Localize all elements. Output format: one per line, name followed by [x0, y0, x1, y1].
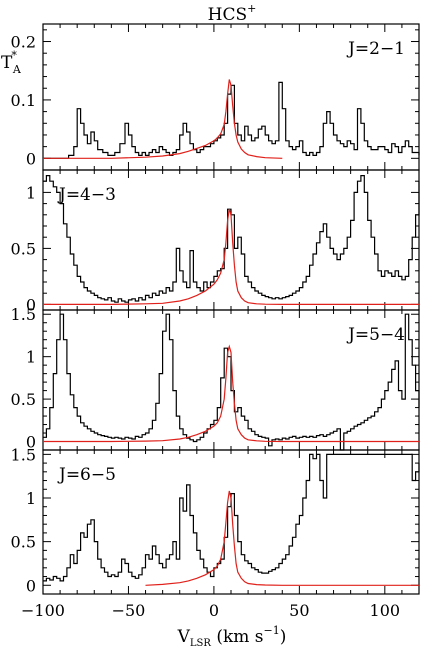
y-axis-label: T* A: [1, 49, 22, 76]
y-tick-label: 1: [26, 489, 36, 508]
model-spectrum: [43, 344, 419, 443]
y-tick-label: 0.5: [11, 390, 36, 409]
x-tick-label: −100: [21, 601, 65, 620]
y-tick-label: 1: [26, 183, 36, 202]
x-axis-label: VLSR (km s−1): [177, 624, 287, 648]
y-tick-label: 0: [26, 433, 36, 452]
y-tick-label: 0.5: [11, 533, 36, 552]
x-tick-label: 0: [209, 601, 219, 620]
panel-4: 0 0.5 1 1.5 −100 −50 0 50 100 J=6−5: [11, 445, 420, 620]
panel-2: 0 0.5 1 J=4−3: [11, 169, 420, 314]
panel-3: 0 0.5 1 1.5 J=5−4: [11, 305, 420, 452]
y-tick-label: 0: [26, 149, 36, 168]
y-tick-label: 0: [26, 576, 36, 595]
model-spectrum: [43, 79, 283, 159]
transition-label: J=5−4: [346, 325, 405, 345]
model-spectrum: [145, 490, 419, 586]
observed-spectrum: [43, 81, 420, 159]
observed-spectrum: [43, 313, 420, 451]
model-spectrum: [43, 209, 419, 305]
y-tick-label: 1.5: [11, 305, 36, 324]
observed-spectrum: [43, 453, 420, 582]
transition-label: J=2−1: [346, 39, 405, 59]
x-tick-label: 50: [289, 601, 309, 620]
y-tick-label: 0.5: [11, 239, 36, 258]
figure-title: HCS+: [208, 2, 257, 25]
transition-label: J=4−3: [57, 185, 116, 205]
x-tick-label: −50: [112, 601, 146, 620]
panels: 0 0.1 0.2 J=2−1 0 0.5 1 J=4−3 0 0.5 1 1.5 J=5−4 0 0.5 1…: [11, 23, 420, 620]
y-tick-label: 1.5: [11, 445, 36, 464]
y-tick-label: 1: [26, 348, 36, 367]
y-tick-label: 0.2: [11, 33, 36, 52]
x-tick-label: 100: [370, 601, 401, 620]
panel-1: 0 0.1 0.2 J=2−1: [11, 23, 420, 171]
y-tick-label: 0.1: [11, 91, 36, 110]
y-tick-label: 0: [26, 295, 36, 314]
transition-label: J=6−5: [57, 465, 116, 485]
